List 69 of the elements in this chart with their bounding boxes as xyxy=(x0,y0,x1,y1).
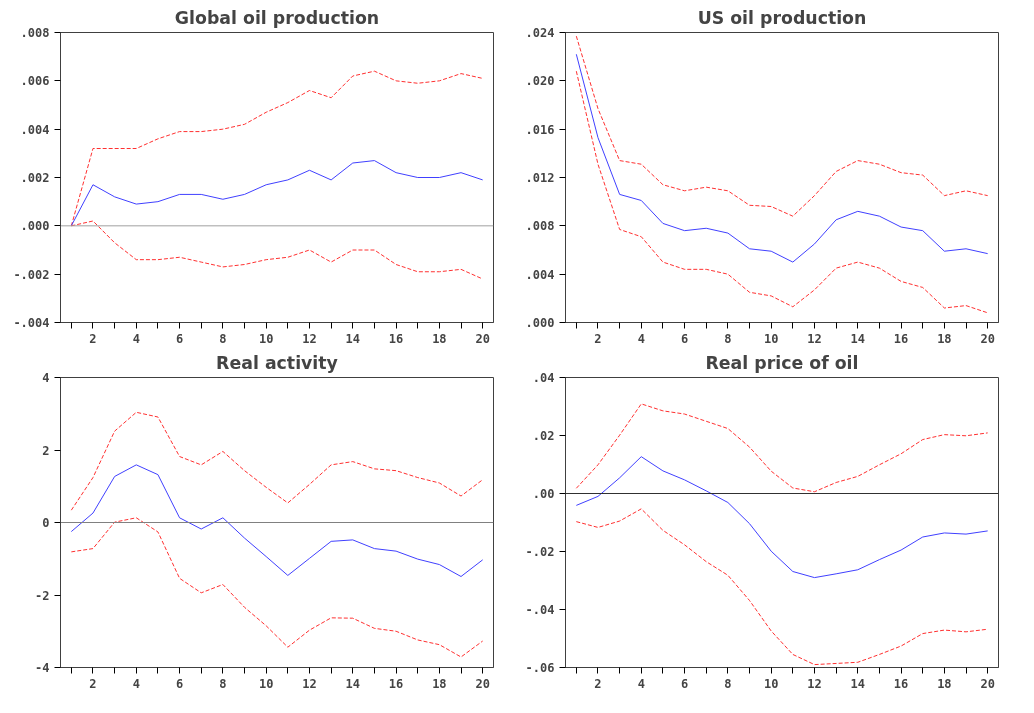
x-tick-label: 20 xyxy=(980,676,995,691)
x-tick-label: 8 xyxy=(724,331,732,346)
x-tick-label: 4 xyxy=(637,676,645,691)
x-tick-label: 2 xyxy=(594,676,602,691)
y-tick-label: -4 xyxy=(35,661,50,675)
y-tick-label: .016 xyxy=(525,122,555,137)
y-tick-label: .024 xyxy=(525,26,555,40)
chart-title: Real price of oil xyxy=(705,352,859,373)
x-tick-label: 14 xyxy=(345,331,360,346)
x-tick-label: 10 xyxy=(258,331,274,346)
x-tick-label: 4 xyxy=(637,331,645,346)
x-tick-label: 10 xyxy=(258,676,274,691)
x-tick-label: 18 xyxy=(432,676,447,691)
chart-title: Real activity xyxy=(216,352,338,373)
y-tick-label: -2 xyxy=(35,588,50,603)
x-tick-label: 8 xyxy=(219,331,227,346)
y-tick-label: .004 xyxy=(20,122,50,137)
x-tick-label: 12 xyxy=(807,331,822,346)
x-tick-label: 8 xyxy=(219,676,227,691)
y-tick-label: .020 xyxy=(525,74,555,89)
x-tick-label: 6 xyxy=(175,331,184,346)
x-tick-label: 20 xyxy=(475,331,490,346)
y-tick-label: .000 xyxy=(20,219,50,234)
x-tick-label: 12 xyxy=(302,676,317,691)
x-tick-label: 2 xyxy=(89,331,97,346)
y-tick-label: .004 xyxy=(525,267,555,282)
x-tick-label: 16 xyxy=(388,331,404,346)
y-tick-label: .008 xyxy=(525,219,555,234)
x-tick-label: 16 xyxy=(893,676,909,691)
x-tick-label: 4 xyxy=(132,331,140,346)
x-tick-label: 12 xyxy=(807,676,822,691)
x-tick-label: 10 xyxy=(763,331,779,346)
x-tick-label: 14 xyxy=(850,331,865,346)
y-tick-label: .000 xyxy=(525,316,555,330)
x-tick-label: 16 xyxy=(893,331,909,346)
x-tick-label: 14 xyxy=(345,676,360,691)
x-tick-label: 18 xyxy=(937,676,952,691)
y-tick-label: -.06 xyxy=(525,661,555,675)
x-tick-label: 18 xyxy=(432,331,447,346)
x-tick-label: 6 xyxy=(680,331,689,346)
y-tick-label: 2 xyxy=(42,443,50,458)
x-tick-label: 4 xyxy=(132,676,140,691)
y-tick-label: .04 xyxy=(532,371,555,385)
y-tick-label: .006 xyxy=(20,74,50,89)
y-tick-label: -.04 xyxy=(525,603,555,617)
y-tick-label: .00 xyxy=(532,487,555,501)
y-tick-label: 4 xyxy=(42,371,50,385)
y-tick-label: .02 xyxy=(532,429,555,443)
x-tick-label: 6 xyxy=(680,676,689,691)
x-tick-label: 12 xyxy=(302,331,317,346)
x-tick-label: 20 xyxy=(980,331,995,346)
x-tick-label: 6 xyxy=(175,676,184,691)
x-tick-label: 16 xyxy=(388,676,404,691)
x-tick-label: 2 xyxy=(89,676,97,691)
x-tick-label: 10 xyxy=(763,676,779,691)
x-tick-label: 20 xyxy=(475,676,490,691)
y-tick-label: -.02 xyxy=(525,545,555,559)
y-tick-label: .002 xyxy=(20,171,50,185)
y-tick-label: 0 xyxy=(42,516,50,530)
chart-title: Global oil production xyxy=(174,7,380,28)
y-tick-label: -.002 xyxy=(13,267,50,282)
y-tick-label: .008 xyxy=(20,26,50,40)
x-tick-label: 18 xyxy=(937,331,952,346)
x-tick-label: 14 xyxy=(850,676,865,691)
y-tick-label: .012 xyxy=(525,171,555,185)
x-tick-label: 2 xyxy=(594,331,602,346)
y-tick-label: -.004 xyxy=(13,316,50,330)
x-tick-label: 8 xyxy=(724,676,732,691)
chart-title: US oil production xyxy=(697,7,867,28)
